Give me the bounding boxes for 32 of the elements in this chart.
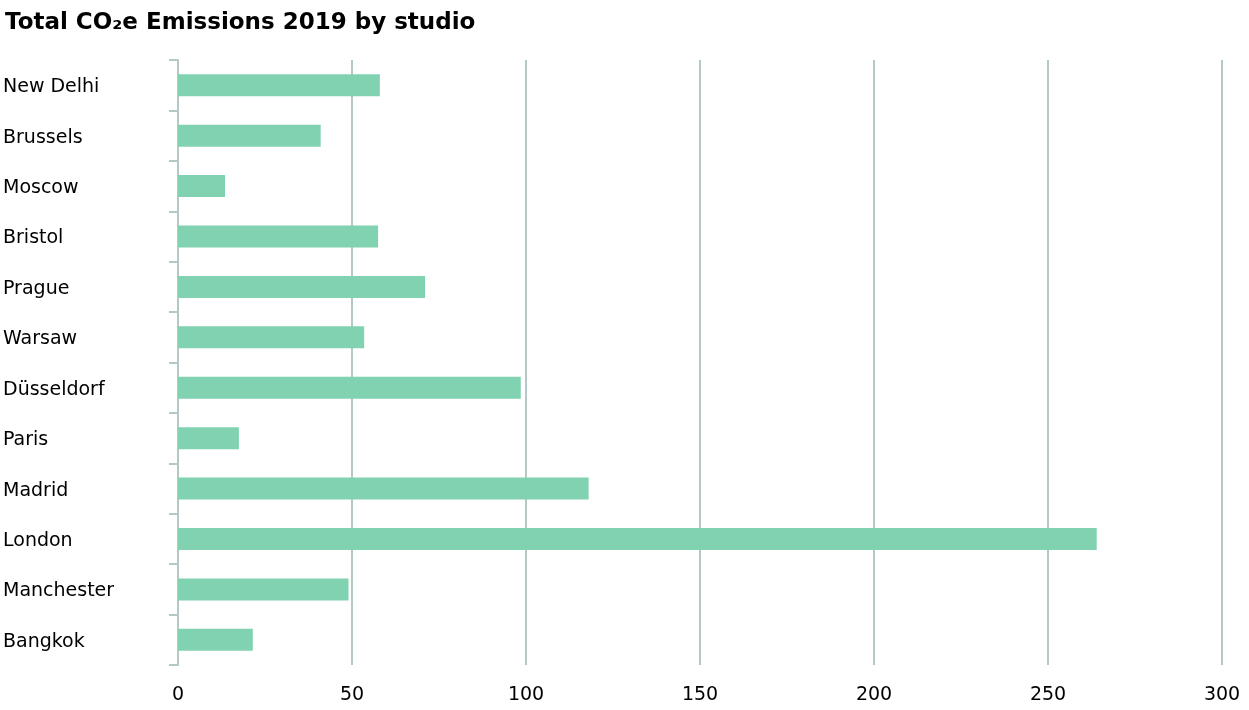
x-tick-label: 50: [339, 681, 365, 704]
y-tick-label: Brussels: [3, 124, 83, 147]
x-tick-label: 300: [1203, 681, 1241, 704]
x-tick-label: 150: [681, 681, 719, 704]
bar: [178, 527, 1097, 550]
bar: [178, 225, 379, 248]
y-tick-label: Manchester: [3, 578, 115, 601]
bar: [178, 628, 253, 651]
y-tick-label: Paris: [3, 427, 49, 450]
chart-title: Total CO₂e Emissions 2019 by studio: [5, 7, 476, 34]
x-tick-label: 200: [855, 681, 893, 704]
bar: [178, 326, 365, 349]
y-tick-label: Düsseldorf: [3, 376, 106, 399]
bar: [178, 376, 521, 399]
bar: [178, 578, 349, 601]
x-tick-label: 100: [507, 681, 545, 704]
bar: [178, 74, 380, 97]
y-tick-label: London: [3, 527, 73, 550]
bar: [178, 275, 426, 298]
bar: [178, 427, 239, 450]
bar: [178, 175, 225, 198]
y-tick-label: Bangkok: [3, 628, 85, 651]
bar: [178, 477, 589, 500]
x-tick-label: 250: [1029, 681, 1067, 704]
y-tick-label: Warsaw: [3, 326, 78, 349]
x-tick-label: 0: [171, 681, 185, 704]
bar: [178, 124, 321, 147]
y-tick-label: Madrid: [3, 477, 69, 500]
y-tick-label: Moscow: [3, 175, 79, 198]
y-tick-label: New Delhi: [3, 74, 100, 97]
y-tick-label: Prague: [3, 275, 70, 298]
y-tick-label: Bristol: [3, 225, 64, 248]
